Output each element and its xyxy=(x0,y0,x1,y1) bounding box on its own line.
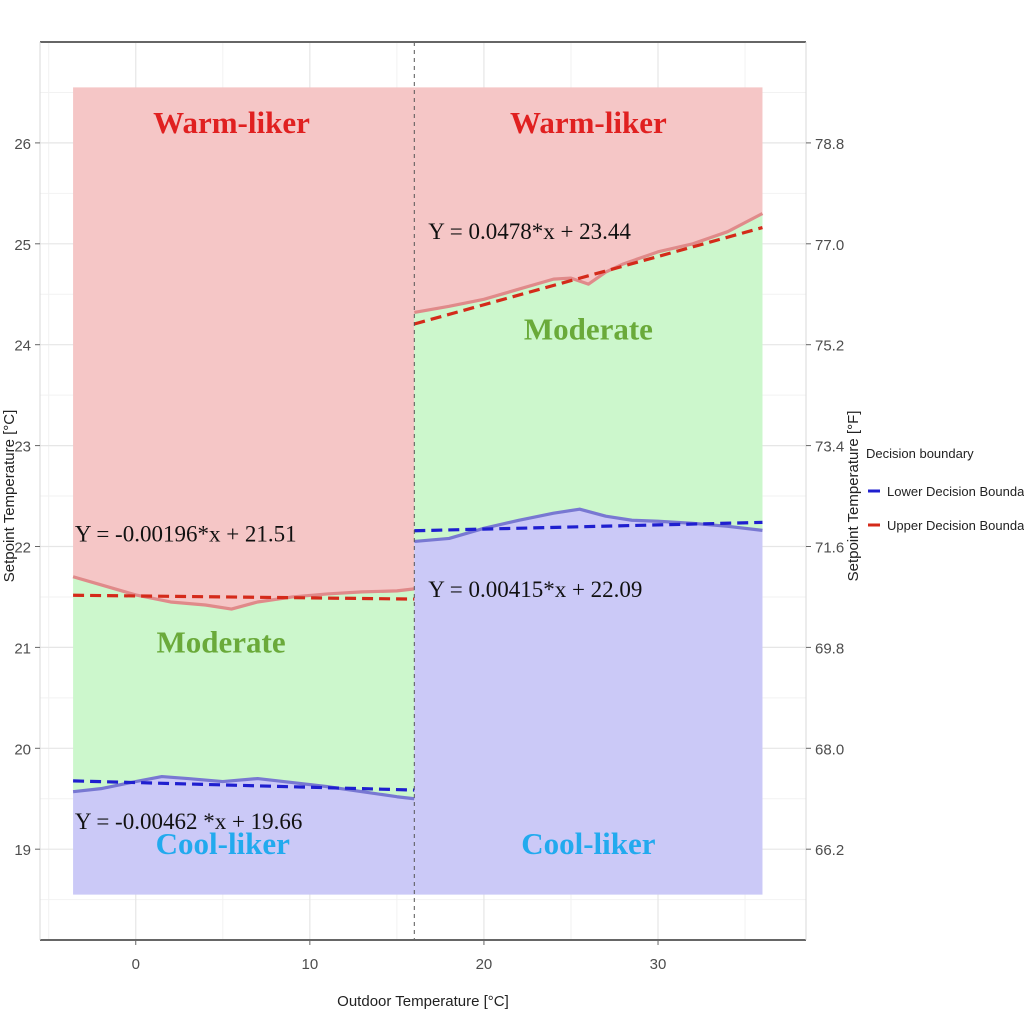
legend-title: Decision boundary xyxy=(866,446,974,461)
lower-boundary-line xyxy=(414,507,763,544)
x-tick-label: 0 xyxy=(132,956,140,973)
lower-fit-dashed-line xyxy=(414,520,763,533)
y-tick-label-right: 71.6 xyxy=(815,539,844,556)
axes: 0 10 20 30 19 20 21 22 23 24 25 26 66.2 68.0 69.8 71.6 7… xyxy=(1,41,862,1010)
regression-equation: Y = 0.00415*x + 22.09 xyxy=(428,577,642,602)
y-tick-label-left: 22 xyxy=(14,539,31,556)
y-tick-label-right: 75.2 xyxy=(815,338,844,355)
annotations: Y = -0.00196*x + 21.51 Y = -0.00462 *x + … xyxy=(75,105,667,861)
region-label-cool: Cool-liker xyxy=(156,826,291,861)
y-tick-label-right: 78.8 xyxy=(815,136,844,153)
y-tick-label-right: 69.8 xyxy=(815,640,844,657)
y-tick-label-left: 21 xyxy=(14,640,31,657)
region-label-moderate: Moderate xyxy=(156,624,285,659)
plot-area xyxy=(40,42,806,940)
legend: Decision boundary Lower Decision Boundary… xyxy=(866,446,1024,533)
region-label-warm: Warm-liker xyxy=(510,105,667,140)
y-tick-label-left: 26 xyxy=(14,136,31,153)
upper-boundary-line xyxy=(72,575,415,611)
y-tick-label-left: 19 xyxy=(14,842,31,859)
cool-liker-region xyxy=(414,509,763,895)
y-tick-label-left: 24 xyxy=(14,338,31,355)
lower-fit-dashed-line xyxy=(73,779,415,792)
warm-liker-region xyxy=(414,87,763,313)
region-label-cool: Cool-liker xyxy=(521,826,656,861)
x-tick-label: 10 xyxy=(301,956,318,973)
y-tick-label-left: 25 xyxy=(14,237,31,254)
x-tick-label: 20 xyxy=(476,956,493,973)
regression-equation: Y = -0.00196*x + 21.51 xyxy=(75,521,297,546)
upper-fit-dashed-line xyxy=(413,226,763,326)
regression-equation: Y = 0.0478*x + 23.44 xyxy=(428,219,631,244)
x-axis-title: Outdoor Temperature [°C] xyxy=(337,993,509,1010)
y-tick-label-right: 66.2 xyxy=(815,842,844,859)
cool-liker-region xyxy=(73,776,415,895)
y-tick-label-right: 77.0 xyxy=(815,237,844,254)
y-tick-label-left: 23 xyxy=(14,439,31,456)
y-tick-label-left: 20 xyxy=(14,741,31,758)
moderate-region xyxy=(73,576,415,799)
y-axis-title-right: Setpoint Temperature [°F] xyxy=(845,411,862,582)
regression-equation: Y = -0.00462 *x + 19.66 xyxy=(75,809,303,834)
y-axis-title-left: Setpoint Temperature [°C] xyxy=(1,410,18,582)
legend-label: Upper Decision Boundary xyxy=(887,518,1024,533)
y-tick-label-right: 68.0 xyxy=(815,741,844,758)
region-label-moderate: Moderate xyxy=(524,312,653,347)
upper-fit-dashed-line xyxy=(73,593,415,601)
x-tick-label: 30 xyxy=(650,956,667,973)
region-label-warm: Warm-liker xyxy=(153,105,310,140)
upper-boundary-line xyxy=(414,212,764,314)
warm-liker-region xyxy=(73,87,415,610)
y-tick-label-right: 73.4 xyxy=(815,439,844,456)
legend-label: Lower Decision Boundary xyxy=(887,484,1024,499)
